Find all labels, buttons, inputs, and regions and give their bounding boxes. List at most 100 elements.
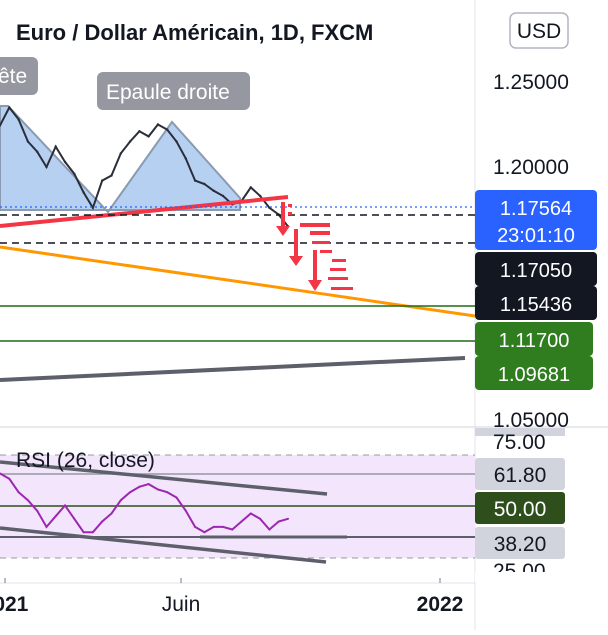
rsi-point [110,512,113,515]
rsi-tag-75-bg [475,428,565,436]
price-point [147,135,150,138]
price-tick-3: 1.05000 [493,409,569,432]
price-point [175,140,178,143]
price-point [203,182,206,186]
right-shoulder-label: Epaule droite [106,81,230,104]
price-tag-target-1: 1.17050 [475,252,597,286]
rsi-tag-382: 38.20 [475,527,565,559]
rsi-tick-618: 61.80 [494,464,547,487]
rsi-label: RSI (26, close) [16,449,155,472]
rsi-point [64,504,66,507]
price-tick-1: 1.25000 [493,71,569,94]
price-tag-countdown: 23:01:10 [497,225,575,247]
currency-button[interactable]: USD [509,12,569,49]
rsi-tag-618: 61.80 [475,458,565,490]
rsi-point [222,525,224,528]
price-point [36,150,39,153]
rsi-point [268,528,271,531]
rsi-point [26,499,29,502]
price-point [110,174,113,177]
rsi-line [0,472,289,534]
rsi-lower-trendline [0,526,327,564]
rsi-point [212,525,215,528]
price-point [156,123,160,126]
neckline [0,195,289,228]
rsi-point [45,525,48,528]
pattern-fill [0,105,241,214]
rsi-point [73,517,76,520]
rsi-tick-75: 75.00 [493,431,546,454]
rsi-point [231,528,234,531]
red-arrows [276,202,353,291]
price-tag-green-1-value: 1.11700 [499,330,570,352]
price-point [91,206,95,209]
rsi-point [101,520,104,523]
rsi-upper-trendline [0,460,328,496]
rsi-point [0,472,1,475]
rsi-point [166,491,169,494]
rsi-point [82,531,85,534]
chart-title: Euro / Dollar Américain, 1D, FXCM [16,20,373,45]
rsi-point [175,496,178,499]
rsi-point [91,531,94,534]
left-shoulder-label: ête [0,65,27,88]
price-point [8,106,11,109]
price-point [82,191,85,194]
right-shoulder-bubble: Epaule droite [97,72,250,110]
price-point [26,140,30,143]
rsi-point [138,485,141,488]
rsi-point [54,515,57,518]
price-point [73,172,76,175]
rsi-point [129,491,132,494]
rsi-series [0,472,289,534]
price-point [54,145,57,148]
rsi-point [240,520,243,523]
rsi-point [249,512,252,515]
price-tag-current: 1.17564 23:01:10 [475,190,597,250]
price-tag-current-value: 1.17564 [500,198,572,220]
price-point [166,128,169,131]
price-point [221,194,225,198]
price-tag-green-2-value: 1.09681 [498,364,570,386]
price-tag-target-1-value: 1.17050 [500,260,572,282]
price-point [0,124,2,127]
rsi-tick-382: 38.20 [494,533,547,556]
price-tag-target-2-value: 1.15436 [500,294,572,316]
price-point [119,152,123,155]
price-tag-target-2: 1.15436 [475,286,597,320]
time-label-juin: Juin [162,593,201,616]
price-point [128,140,132,143]
rsi-point [119,499,122,502]
price-point [63,160,67,164]
rsi-point [156,488,159,491]
rsi-point [259,517,262,520]
price-point [249,186,252,189]
price-point [193,179,197,182]
rsi-point [203,531,206,534]
rsi-point [277,520,280,523]
rsi-point [8,477,11,480]
price-point [138,130,141,133]
rsi-point [194,525,197,528]
price-point [184,157,187,160]
currency-label: USD [517,20,561,43]
rsi-point [287,517,289,520]
time-label-2021: 2021 [0,593,29,616]
rsi-point [17,491,20,494]
rsi-tag-50: 50.00 [475,492,565,524]
price-point [258,194,262,198]
rsi-tick-25-mask [475,572,565,582]
price-point [101,179,104,182]
price-point [45,165,48,169]
rsi-point [147,483,150,486]
price-point [17,118,20,121]
price-tag-green-1: 1.11700 [475,322,593,356]
price-tag-green-2: 1.09681 [475,356,593,390]
left-shoulder-bubble: ête [0,57,38,95]
orange-trendline [0,245,476,318]
price-point [212,189,215,192]
rsi-point [184,509,187,512]
gray-trendline [0,356,466,382]
